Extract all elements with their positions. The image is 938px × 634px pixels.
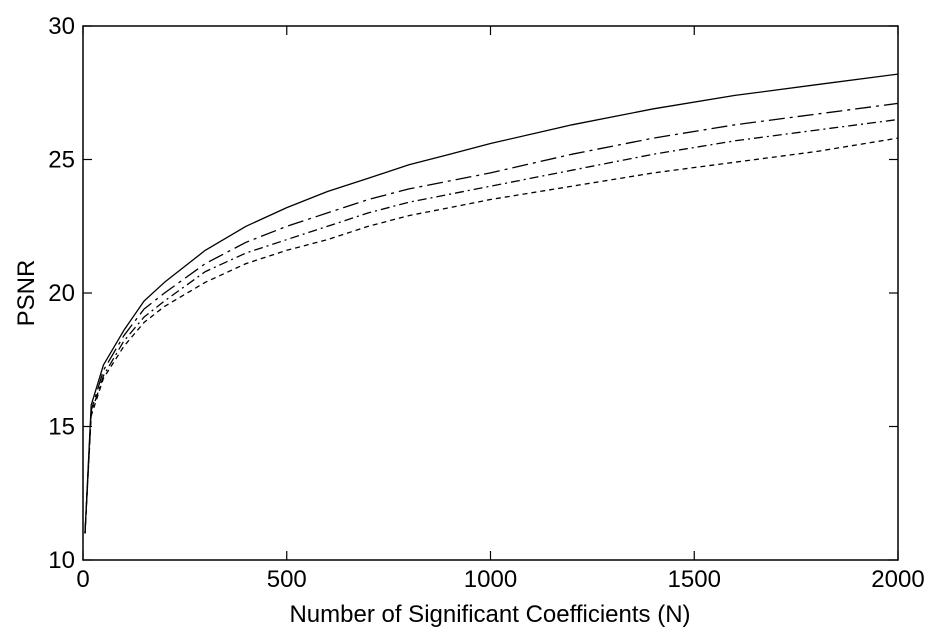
x-tick-label: 1000 <box>464 566 517 593</box>
plot-area <box>82 25 899 561</box>
series-line-2 <box>84 102 899 534</box>
series-line-1 <box>84 73 899 534</box>
y-tick-label: 30 <box>48 13 75 40</box>
y-tick-label: 10 <box>48 547 75 574</box>
x-axis-title: Number of Significant Coefficients (N) <box>289 601 690 628</box>
x-tick-label: 0 <box>76 566 89 593</box>
x-tick-label: 1500 <box>668 566 721 593</box>
series-group <box>84 73 899 534</box>
x-tick-label: 2000 <box>871 566 924 593</box>
series-line-3 <box>84 118 899 534</box>
axis-ticks: 0 500 1000 1500 2000 10 15 20 25 30 <box>48 13 924 593</box>
x-tick-label: 500 <box>267 566 307 593</box>
y-axis-title: PSNR <box>13 260 40 327</box>
y-tick-label: 25 <box>48 147 75 174</box>
y-tick-label: 15 <box>48 414 75 441</box>
y-tick-label: 20 <box>48 280 75 307</box>
